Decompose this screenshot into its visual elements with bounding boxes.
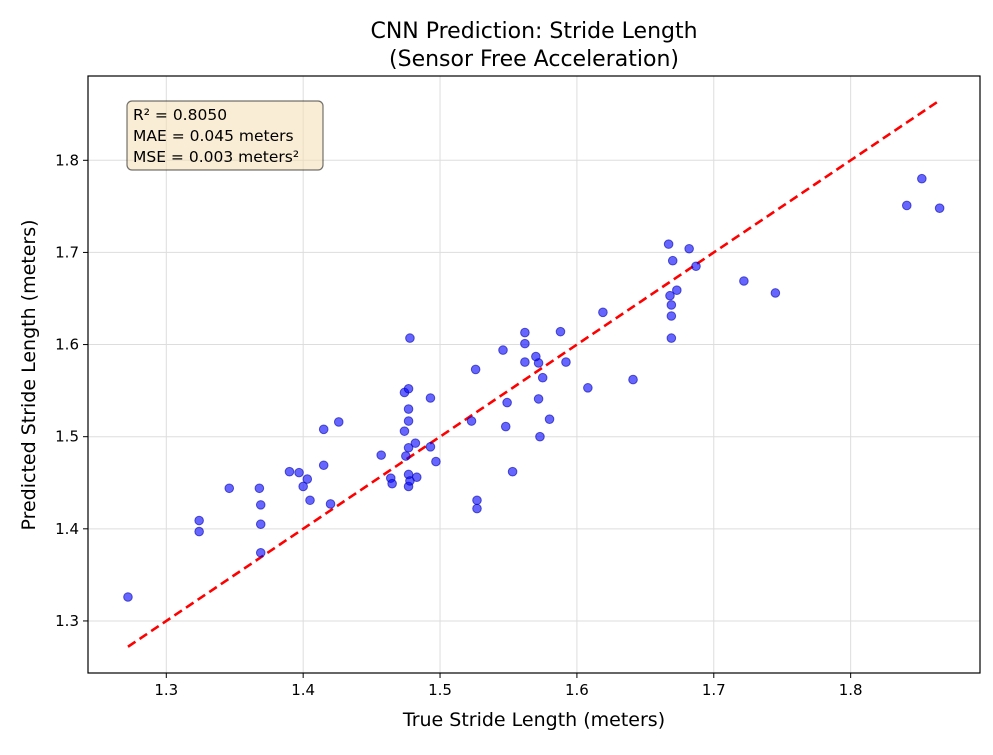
- x-axis-label: True Stride Length (meters): [402, 709, 665, 731]
- reference-line-group: [127, 99, 941, 648]
- data-point: [410, 438, 421, 448]
- data-point: [466, 416, 477, 426]
- data-point: [298, 481, 308, 492]
- y-tick-label: 1.7: [55, 243, 79, 261]
- data-point: [123, 592, 133, 602]
- data-point: [387, 478, 397, 489]
- y-tick-label: 1.8: [55, 151, 79, 169]
- data-point: [917, 173, 927, 184]
- data-point: [739, 276, 749, 286]
- plot-frame: [87, 75, 981, 674]
- data-point: [333, 417, 344, 427]
- grid: [88, 76, 980, 673]
- stat-mse: MSE = 0.003 meters²: [133, 148, 299, 166]
- data-point: [684, 243, 694, 254]
- data-point: [255, 547, 266, 558]
- data-point: [403, 416, 414, 426]
- data-point: [431, 456, 441, 467]
- x-tick-label: 1.6: [565, 681, 589, 699]
- data-point: [667, 255, 678, 266]
- data-point: [403, 404, 414, 414]
- data-point: [691, 261, 701, 272]
- data-point: [628, 374, 638, 385]
- data-point: [520, 357, 530, 367]
- data-point: [666, 300, 677, 310]
- data-point: [666, 311, 677, 321]
- data-point: [403, 383, 414, 394]
- data-point: [533, 358, 544, 368]
- data-point: [533, 394, 544, 404]
- y-axis-label: Predicted Stride Length (meters): [18, 219, 40, 530]
- stats-box-background: [126, 100, 324, 171]
- data-point: [318, 460, 329, 471]
- data-point: [672, 285, 682, 296]
- data-point: [520, 327, 530, 338]
- data-point: [325, 499, 336, 509]
- data-point: [502, 397, 512, 408]
- data-point: [663, 239, 674, 249]
- data-point: [537, 372, 548, 383]
- data-point: [472, 495, 482, 506]
- y-tick-label: 1.6: [55, 336, 79, 354]
- data-point: [194, 526, 204, 537]
- chart-subtitle: (Sensor Free Acceleration): [389, 47, 679, 72]
- x-tick-label: 1.8: [839, 681, 863, 699]
- chart-title: CNN Prediction: Stride Length: [370, 19, 697, 44]
- stat-mae: MAE = 0.045 meters: [133, 127, 294, 145]
- data-point: [583, 383, 593, 393]
- data-point: [598, 307, 608, 318]
- x-tick-label: 1.5: [428, 681, 452, 699]
- data-point: [555, 326, 566, 337]
- data-point: [284, 466, 295, 477]
- data-point: [472, 503, 482, 514]
- data-point: [770, 288, 781, 298]
- data-point: [520, 338, 530, 349]
- data-point: [255, 500, 266, 510]
- data-point: [399, 426, 410, 436]
- data-points: [123, 173, 945, 602]
- data-point: [425, 393, 436, 403]
- stats-box: R² = 0.8050 MAE = 0.045 meters MSE = 0.0…: [126, 100, 324, 171]
- data-point: [376, 450, 386, 460]
- reference-line: [127, 99, 941, 648]
- data-point: [405, 333, 415, 343]
- data-point: [470, 364, 481, 375]
- data-point: [561, 357, 571, 367]
- data-point: [665, 290, 675, 301]
- data-point: [507, 466, 518, 477]
- y-tick-label: 1.3: [55, 612, 79, 630]
- data-point: [411, 472, 422, 483]
- x-tick-label: 1.4: [291, 681, 315, 699]
- data-point: [294, 467, 304, 478]
- data-point: [500, 421, 511, 432]
- data-point: [535, 431, 545, 442]
- data-point: [666, 333, 677, 343]
- data-point: [401, 451, 411, 461]
- data-point: [302, 474, 313, 484]
- data-point: [255, 519, 266, 530]
- data-point: [934, 203, 945, 214]
- x-axis-ticks: 1.3 1.4 1.5 1.6 1.7 1.8: [154, 673, 863, 699]
- data-point: [254, 483, 265, 494]
- data-point: [194, 515, 204, 526]
- data-point: [544, 414, 555, 424]
- data-point: [318, 424, 329, 435]
- data-point: [224, 483, 235, 494]
- y-tick-label: 1.4: [55, 520, 79, 538]
- data-point: [403, 442, 414, 453]
- data-point: [305, 495, 315, 506]
- data-point: [498, 345, 508, 355]
- data-point: [901, 200, 912, 211]
- x-tick-label: 1.3: [154, 681, 178, 699]
- data-point: [425, 442, 436, 452]
- y-axis-ticks: 1.3 1.4 1.5 1.6 1.7 1.8: [55, 151, 88, 630]
- stat-r2: R² = 0.8050: [133, 106, 227, 124]
- y-tick-label: 1.5: [55, 428, 79, 446]
- x-tick-label: 1.7: [702, 681, 726, 699]
